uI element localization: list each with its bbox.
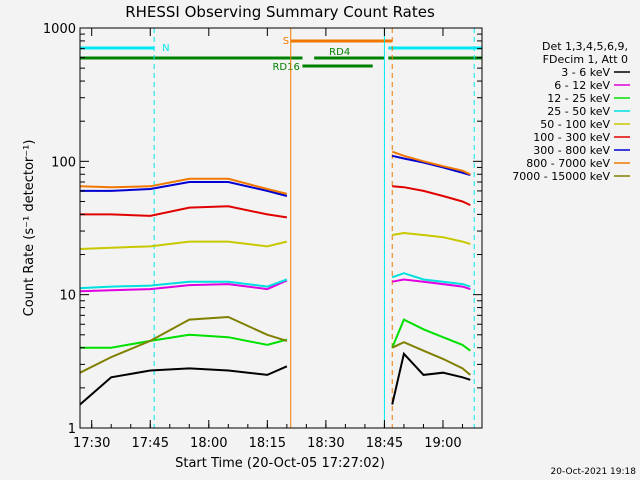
series-line-6-12-kev-late bbox=[392, 278, 471, 291]
series-line-3-6-kev-early bbox=[79, 365, 288, 406]
series-line-12-25-kev-early bbox=[80, 333, 288, 349]
legend-entry-label: 6 - 12 keV bbox=[554, 79, 610, 92]
series-line-300-800-kev-late bbox=[391, 154, 471, 176]
series-line-6-12-kev-early bbox=[79, 279, 288, 293]
flag-label-s: S bbox=[283, 36, 289, 47]
series-line-7000-15000-kev-late bbox=[391, 341, 471, 376]
y-tick-label: 10 bbox=[59, 289, 76, 304]
x-tick-label: 18:45 bbox=[366, 436, 403, 451]
series-line-800-7000-kev-early bbox=[79, 177, 288, 195]
x-tick-label: 18:30 bbox=[307, 436, 344, 451]
y-axis-label: Count Rate (s⁻¹ detector⁻¹) bbox=[22, 140, 37, 317]
legend-header-line: FDecim 1, Att 0 bbox=[543, 53, 628, 66]
legend-entry-label: 7000 - 15000 keV bbox=[512, 170, 610, 183]
x-tick-label: 19:00 bbox=[424, 436, 461, 451]
legend-entry-label: 50 - 100 keV bbox=[540, 118, 610, 131]
y-tick-label: 100 bbox=[51, 155, 76, 170]
flag-label-n: N bbox=[162, 43, 169, 54]
series-line-800-7000-kev-late bbox=[391, 150, 471, 176]
series-line-12-25-kev-late bbox=[391, 318, 471, 352]
series-line-300-800-kev-early bbox=[80, 181, 288, 197]
y-tick-label: 1 bbox=[68, 422, 76, 437]
flag-bars: N S RD4 RD16 bbox=[80, 36, 482, 73]
plot-frame bbox=[79, 27, 483, 429]
series-line-25-50-kev-late bbox=[391, 272, 471, 288]
x-tick-label: 17:30 bbox=[73, 436, 110, 451]
x-axis-label: Start Time (20-Oct-05 17:27:02) bbox=[175, 456, 385, 471]
series-line-50-100-kev-late bbox=[392, 231, 471, 245]
series-line-100-300-kev-late bbox=[392, 185, 471, 207]
legend-entry-label: 100 - 300 keV bbox=[533, 131, 610, 144]
series-line-50-100-kev-early bbox=[79, 240, 288, 250]
legend: Det 1,3,4,5,6,9,FDecim 1, Att 03 - 6 keV… bbox=[512, 40, 630, 183]
x-axis-ticks: 17:30 17:45 18:00 18:15 18:30 18:45 19:00 bbox=[73, 28, 483, 451]
vertical-markers bbox=[153, 28, 475, 428]
x-tick-label: 17:45 bbox=[132, 436, 169, 451]
chart-title: RHESSI Observing Summary Count Rates bbox=[125, 3, 435, 21]
series-line-3-6-kev-late bbox=[391, 351, 471, 405]
legend-entry-label: 800 - 7000 keV bbox=[526, 157, 610, 170]
series-lines bbox=[79, 150, 471, 406]
legend-entry-label: 3 - 6 keV bbox=[561, 66, 610, 79]
legend-entry-label: 25 - 50 keV bbox=[547, 105, 610, 118]
series-line-7000-15000-kev-early bbox=[79, 315, 288, 374]
legend-header-line: Det 1,3,4,5,6,9, bbox=[542, 40, 628, 53]
legend-entry-label: 300 - 800 keV bbox=[533, 144, 610, 157]
y-tick-label: 1000 bbox=[43, 22, 76, 37]
x-tick-label: 18:15 bbox=[249, 436, 286, 451]
footer-date: 20-Oct-2021 19:18 bbox=[551, 467, 637, 477]
y-axis-ticks: 1 10 100 1000 bbox=[43, 22, 482, 437]
flag-label-rd4: RD4 bbox=[329, 47, 350, 58]
series-line-25-50-kev-early bbox=[79, 278, 288, 290]
legend-entry-label: 12 - 25 keV bbox=[547, 92, 610, 105]
series-line-100-300-kev-early bbox=[80, 205, 288, 219]
x-tick-label: 18:00 bbox=[190, 436, 227, 451]
flag-label-rd16: RD16 bbox=[272, 62, 299, 73]
